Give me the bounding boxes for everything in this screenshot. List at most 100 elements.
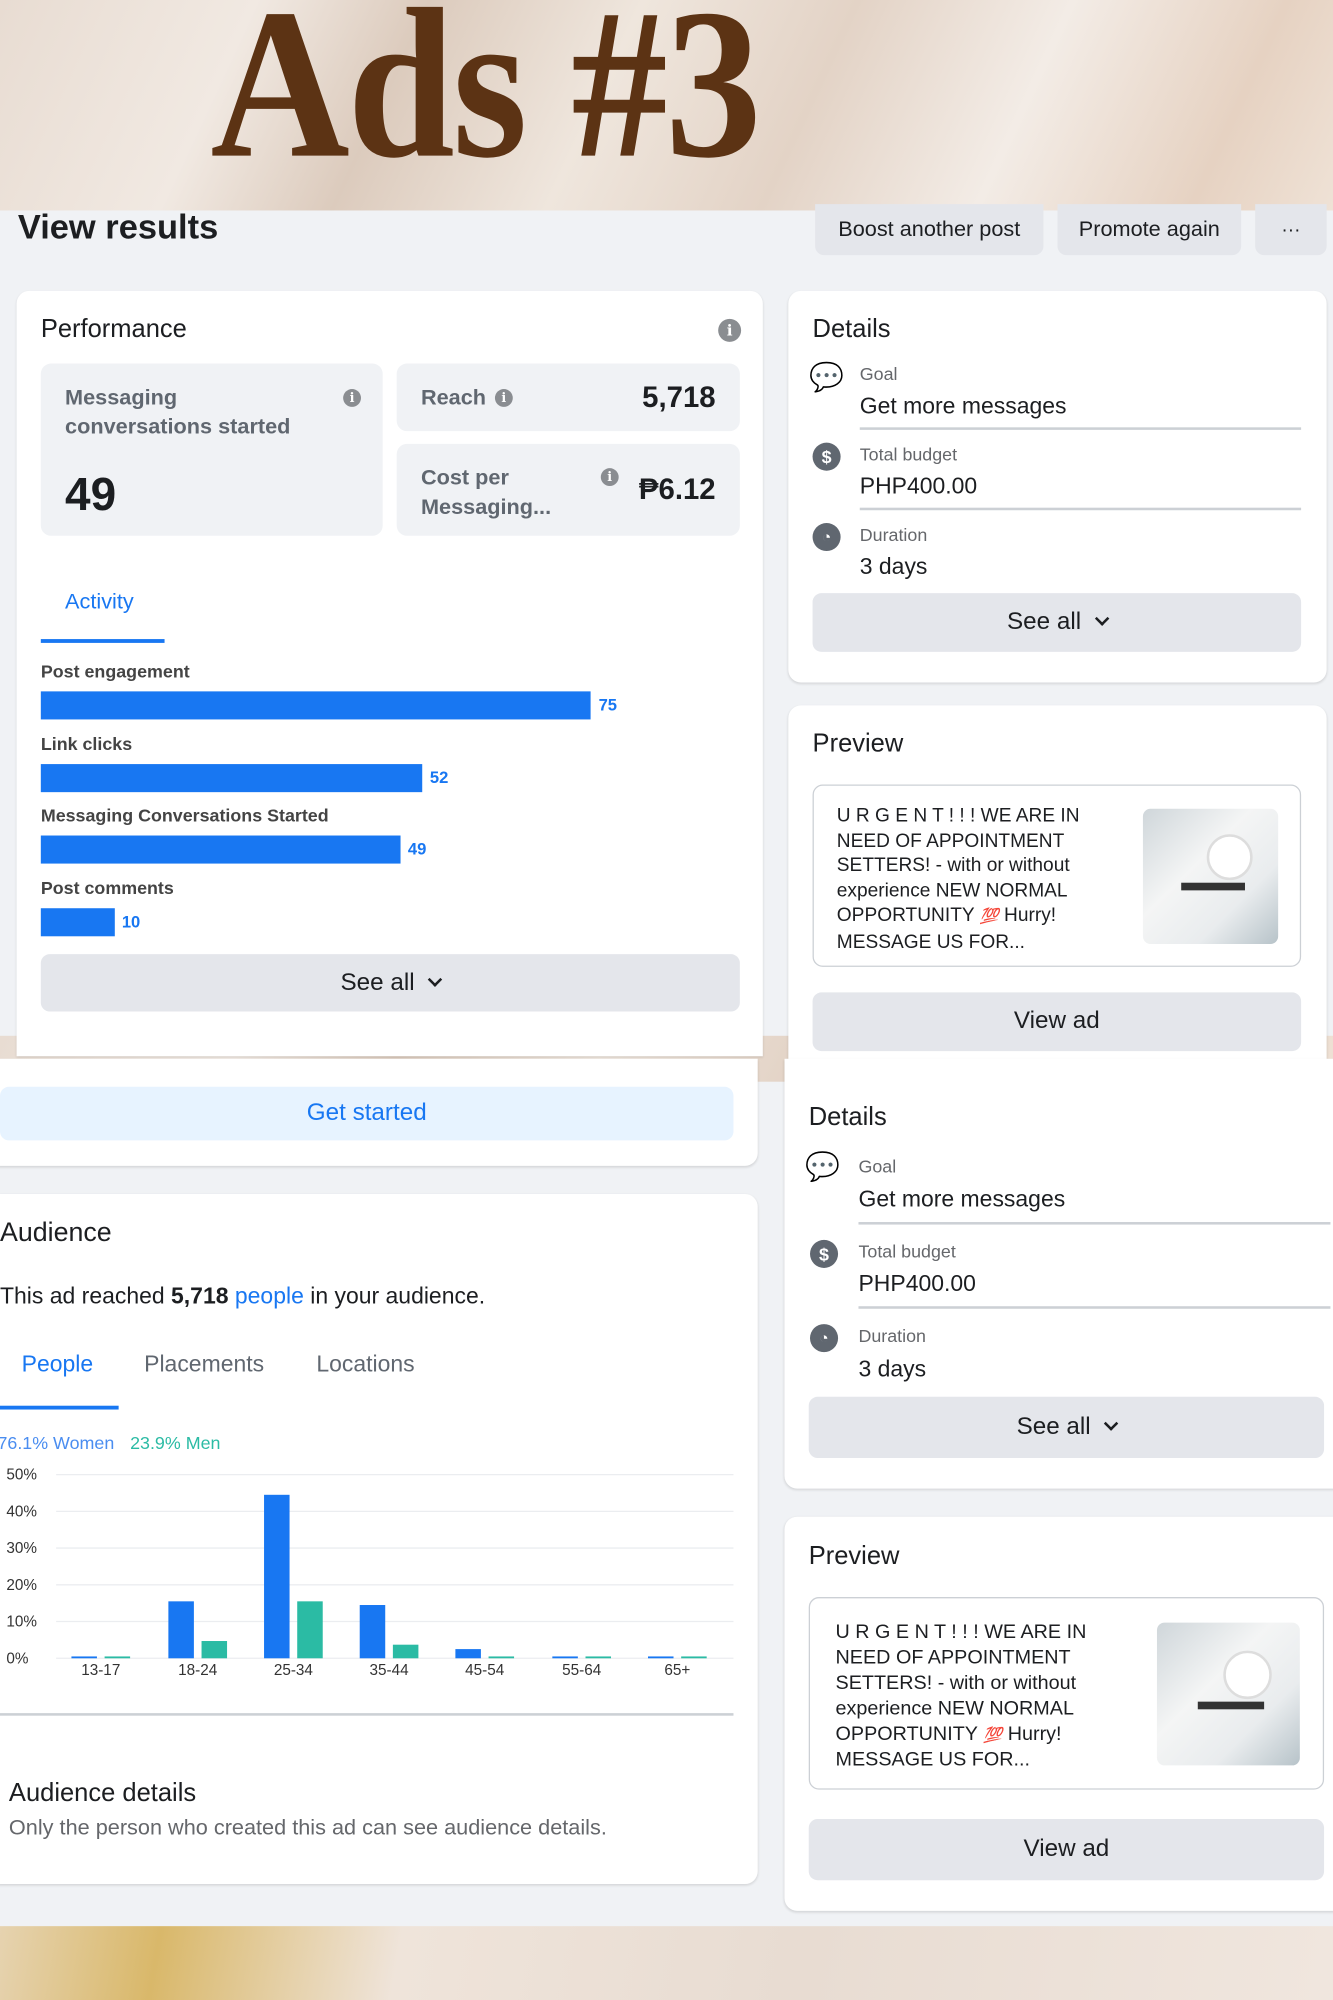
audience-reach-text: This ad reached 5,718 people in your aud… [0, 1283, 486, 1309]
y-tick-label: 10% [6, 1614, 37, 1631]
x-tick-label: 35-44 [369, 1662, 409, 1679]
bar-women [359, 1605, 386, 1659]
activity-value: 10 [121, 911, 141, 931]
more-options-button[interactable]: ··· [1255, 204, 1327, 256]
ad-preview[interactable]: U R G E N T ! ! ! WE ARE IN NEED OF APPO… [812, 784, 1302, 967]
see-all-label: See all [340, 968, 415, 996]
ad-thumbnail [1156, 1622, 1300, 1766]
x-tick-label: 25-34 [274, 1662, 314, 1679]
reach-value: 5,718 [642, 380, 716, 414]
tab-locations[interactable]: Locations [316, 1350, 415, 1377]
age-gender-chart: 0% 10% 20% 30% 40% 50% 13-17 18-24 25-34 35-44 45-… [6, 1467, 734, 1679]
budget-value: PHP400.00 [859, 473, 978, 499]
performance-card: Performance i Messaging conversations st… [16, 290, 763, 1057]
audience-details-title: Audience details [8, 1779, 197, 1808]
decorative-background-bottom [0, 1926, 1333, 2000]
activity-value: 52 [429, 767, 449, 787]
preview-card: Preview U R G E N T ! ! ! WE ARE IN NEED… [788, 705, 1327, 1063]
bar-women [552, 1656, 578, 1659]
details-card: Details 💬 Goal Get more messages $ Total… [784, 1058, 1333, 1489]
stopwatch-icon: ◔ [812, 522, 841, 552]
ad-text: U R G E N T ! ! ! WE ARE IN NEED OF APPO… [836, 804, 1080, 953]
goal-label: Goal [858, 1155, 897, 1177]
get-started-button[interactable]: Get started [0, 1086, 734, 1141]
ad-preview[interactable]: U R G E N T ! ! ! WE ARE IN NEED OF APPO… [808, 1597, 1325, 1790]
budget-label: Total budget [858, 1241, 956, 1262]
info-icon[interactable]: i [494, 389, 513, 407]
ad-text: U R G E N T ! ! ! WE ARE IN NEED OF APPO… [835, 1621, 1087, 1771]
activity-label: Messaging Conversations Started [40, 804, 329, 826]
activity-value: 49 [407, 839, 427, 859]
chevron-down-icon [1103, 1416, 1119, 1431]
activity-bar [40, 691, 591, 720]
info-icon[interactable]: i [718, 318, 742, 342]
y-tick-label: 20% [6, 1577, 37, 1594]
x-tick-label: 18-24 [178, 1662, 218, 1679]
decorative-background-top [0, 0, 1333, 211]
goal-label: Goal [859, 363, 898, 384]
legend-women: 76.1% Women [0, 1432, 115, 1453]
details-title: Details [812, 315, 891, 344]
x-tick-label: 55-64 [562, 1662, 602, 1679]
overlay-title: Ads #3 [210, 0, 761, 203]
info-icon[interactable]: i [343, 389, 361, 407]
preview-title: Preview [808, 1542, 900, 1571]
get-started-card: Get started [0, 1058, 758, 1166]
see-all-label: See all [1016, 1413, 1091, 1441]
ad-thumbnail [1142, 808, 1279, 944]
duration-label: Duration [858, 1325, 926, 1346]
info-icon[interactable]: i [600, 468, 619, 487]
stopwatch-icon: ◔ [810, 1324, 839, 1353]
chat-bubbles-icon: 💬 [809, 360, 845, 393]
tab-people[interactable]: People [21, 1350, 94, 1377]
preview-card: Preview U R G E N T ! ! ! WE ARE IN NEED… [784, 1516, 1333, 1911]
cost-per-messaging-stat: Cost per Messaging... i ₱6.12 [396, 443, 740, 536]
tab-activity[interactable]: Activity [65, 589, 134, 614]
reach-stat: Reach i 5,718 [396, 363, 740, 432]
activity-label: Post comments [40, 876, 174, 898]
messaging-conversations-stat: Messaging conversations started i 49 [40, 363, 383, 536]
see-all-button[interactable]: See all [812, 593, 1302, 652]
see-all-button[interactable]: See all [808, 1396, 1325, 1459]
details-card: Details 💬 Goal Get more messages $ Total… [788, 290, 1327, 683]
view-ad-button[interactable]: View ad [808, 1819, 1325, 1881]
divider [859, 427, 1302, 430]
activity-value: 75 [598, 695, 618, 715]
duration-value: 3 days [859, 553, 928, 580]
x-tick-label: 45-54 [465, 1662, 505, 1679]
legend-men: 23.9% Men [130, 1432, 221, 1453]
y-tick-label: 0% [6, 1650, 29, 1667]
activity-label: Link clicks [40, 732, 133, 754]
goal-value: Get more messages [858, 1186, 1066, 1212]
see-all-label: See all [1007, 608, 1082, 636]
view-ad-button[interactable]: View ad [812, 992, 1302, 1052]
stat-label: Messaging conversations started [65, 385, 291, 439]
chevron-down-icon [1094, 611, 1109, 626]
duration-value: 3 days [858, 1355, 927, 1382]
see-all-button[interactable]: See all [40, 954, 740, 1012]
bar-women [168, 1601, 194, 1659]
reach-label: Reach [420, 385, 487, 410]
boost-another-post-button[interactable]: Boost another post [815, 204, 1044, 256]
audience-details-text: Only the person who created this ad can … [8, 1815, 607, 1840]
chevron-down-icon [427, 971, 443, 987]
activity-bar [40, 763, 423, 792]
promote-again-button[interactable]: Promote again [1057, 204, 1242, 256]
divider [859, 507, 1302, 511]
y-tick-label: 30% [6, 1540, 37, 1557]
bar-men [201, 1641, 228, 1659]
dollar-icon: $ [810, 1239, 839, 1268]
tab-placements[interactable]: Placements [144, 1350, 265, 1377]
performance-title: Performance [40, 315, 187, 344]
page-title: View results [17, 207, 219, 247]
tab-underline [40, 639, 165, 643]
dollar-icon: $ [812, 442, 841, 471]
y-tick-label: 50% [6, 1467, 37, 1484]
chat-bubbles-icon: 💬 [805, 1150, 841, 1183]
bar-men [104, 1656, 131, 1659]
bar-women [264, 1494, 290, 1659]
preview-title: Preview [812, 729, 904, 758]
cost-label: Cost per Messaging... [420, 465, 552, 520]
bar-women [71, 1656, 97, 1659]
people-link[interactable]: people [234, 1283, 304, 1309]
